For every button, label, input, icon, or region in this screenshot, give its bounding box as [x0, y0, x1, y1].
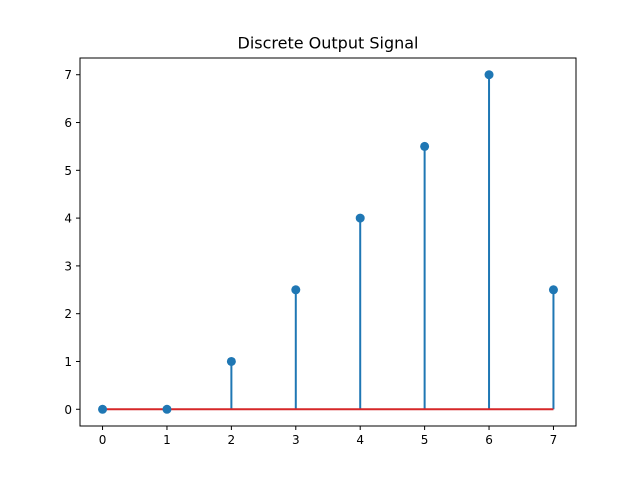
y-tick-label: 6	[64, 116, 72, 130]
stem-marker	[484, 70, 494, 80]
y-tick-label: 3	[64, 259, 72, 273]
stem-marker	[98, 404, 108, 414]
chart-title: Discrete Output Signal	[238, 34, 419, 53]
x-tick-label: 0	[99, 433, 107, 447]
x-tick-label: 7	[550, 433, 558, 447]
x-tick-label: 1	[163, 433, 171, 447]
x-tick-label: 5	[421, 433, 429, 447]
plot-area	[98, 70, 558, 414]
x-tick-label: 4	[356, 433, 364, 447]
x-tick-label: 6	[485, 433, 493, 447]
y-tick-label: 1	[64, 355, 72, 369]
stem-marker	[291, 285, 301, 295]
axes: 0 1 2 3 4 5 6 7 0 1 2 3 4 5 6 7	[64, 57, 577, 447]
stem-marker	[162, 404, 172, 414]
stem-marker	[355, 213, 365, 223]
y-tick-label: 2	[64, 307, 72, 321]
y-tick-label: 5	[64, 164, 72, 178]
stem-marker	[548, 285, 558, 295]
y-tick-label: 4	[64, 212, 72, 226]
axes-frame	[79, 57, 577, 427]
x-tick-label: 3	[292, 433, 300, 447]
y-tick-label: 0	[64, 403, 72, 417]
stem-marker	[226, 356, 236, 366]
x-tick-label: 2	[228, 433, 236, 447]
y-tick-label: 7	[64, 68, 72, 82]
stem-marker	[420, 141, 430, 151]
